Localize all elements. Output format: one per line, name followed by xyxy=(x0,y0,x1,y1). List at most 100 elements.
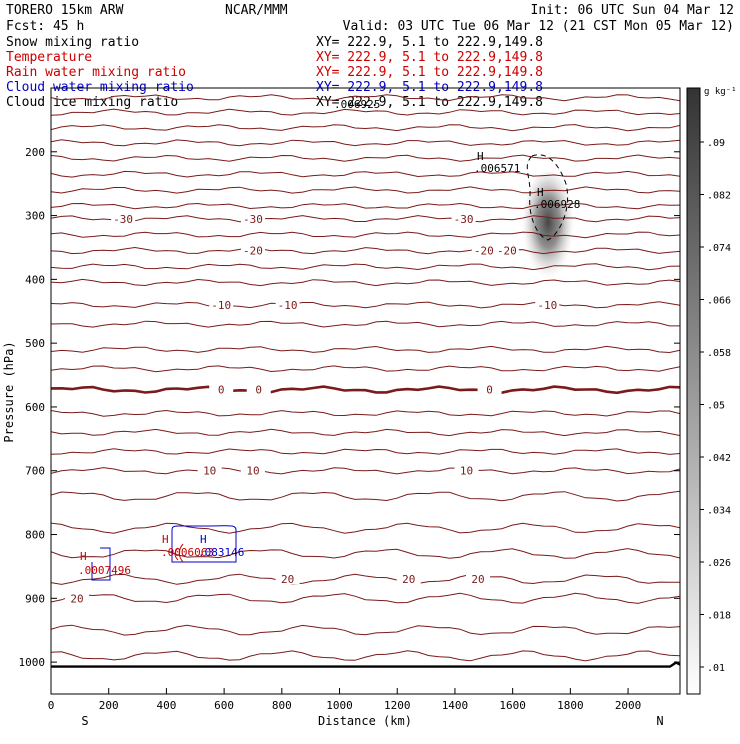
isotherm-line xyxy=(51,170,680,178)
isotherm-label: -20 xyxy=(243,245,263,258)
rain-max-letter: H xyxy=(80,550,87,563)
valid-time: Valid: 03 UTC Tue 06 Mar 12 (21 CST Mon … xyxy=(343,19,734,34)
freezing-line xyxy=(51,385,680,395)
isotherm-label: 20 xyxy=(402,573,415,586)
x-tick-label: 1800 xyxy=(557,699,584,712)
isotherm-line xyxy=(51,108,680,116)
isotherm-line xyxy=(51,263,680,271)
isotherm-line xyxy=(51,624,680,636)
cloud-water-max-letter: H xyxy=(200,533,207,546)
isotherm-label-bg xyxy=(396,573,421,585)
x-tick-label: 1600 xyxy=(499,699,526,712)
snow-max-letter: H xyxy=(537,186,544,199)
isotherm-label-bg xyxy=(111,212,136,224)
isotherm-line xyxy=(51,548,680,559)
isotherm-line xyxy=(51,428,680,437)
isotherm-label: -20 xyxy=(497,245,517,258)
isotherm-lines xyxy=(51,94,680,668)
colorbar-tick-label: .074 xyxy=(707,243,731,254)
colorbar-tick-label: .05 xyxy=(707,401,725,412)
rain-max2-letter: H xyxy=(162,533,169,546)
legend-xy: XY= 222.9, 5.1 to 222.9,149.8 xyxy=(316,50,543,65)
cloud-ice-value: .006925 xyxy=(334,98,380,111)
isotherm-line xyxy=(51,573,680,585)
snow-contour xyxy=(526,154,569,241)
rain-max-value: .0007496 xyxy=(78,564,131,577)
legend-label: Snow mixing ratio xyxy=(6,35,139,50)
isotherm-label: 10 xyxy=(203,465,216,478)
x-tick-label: 2000 xyxy=(615,699,642,712)
center-title: NCAR/MMM xyxy=(225,3,288,18)
isotherm-label: 20 xyxy=(281,573,294,586)
forecast-hour: Fcst: 45 h xyxy=(6,19,84,34)
isotherm-label: 0 xyxy=(486,384,493,397)
isotherm-label-bg xyxy=(240,244,265,256)
snow-max2-letter: H xyxy=(477,150,484,163)
isotherm-label: -10 xyxy=(537,299,557,312)
isotherm-label-bg xyxy=(275,573,300,585)
colorbar-tick-label: .034 xyxy=(707,506,731,517)
x-tick-label: 1400 xyxy=(442,699,469,712)
cloud-water-max-value: .083146 xyxy=(198,546,244,559)
isotherm-label-bg xyxy=(494,244,519,256)
legend-xy: XY= 222.9, 5.1 to 222.9,149.8 xyxy=(316,65,543,80)
isotherm-line xyxy=(51,409,680,417)
y-tick-label: 300 xyxy=(25,210,45,223)
x-tick-label: 1200 xyxy=(384,699,411,712)
legend-xy: XY= 222.9, 5.1 to 222.9,149.8 xyxy=(316,95,543,110)
isotherm-label: -30 xyxy=(454,213,474,226)
isotherm-label: 0 xyxy=(218,384,225,397)
isotherm-label-bg xyxy=(451,212,476,224)
isotherm-label-bg xyxy=(471,244,496,256)
isotherm-line xyxy=(51,365,680,373)
plot-frame xyxy=(50,87,681,695)
isotherm-line xyxy=(51,278,680,287)
colorbar-tick-label: .018 xyxy=(707,611,731,622)
isotherm-label-bg xyxy=(209,298,234,310)
y-tick-label: 600 xyxy=(25,401,45,414)
colorbar-tick-label: .09 xyxy=(707,138,725,149)
colorbar-units: g kg⁻¹ xyxy=(704,87,737,97)
init-time: Init: 06 UTC Sun 04 Mar 12 xyxy=(531,3,735,18)
colorbar-tick-label: .01 xyxy=(707,663,725,674)
snow-max-value: .006928 xyxy=(534,198,580,211)
rain-contour xyxy=(174,543,184,563)
snow-max2-value: .006571 xyxy=(474,162,520,175)
y-axis-label: Pressure (hPa) xyxy=(2,341,16,442)
isotherm-label: -10 xyxy=(278,299,298,312)
isotherm-line xyxy=(51,202,680,210)
isotherm-label-bg xyxy=(535,298,560,310)
isotherm-line xyxy=(51,231,680,239)
isotherm-line xyxy=(51,139,680,147)
isotherm-line xyxy=(51,490,680,502)
isotherm-label-bg xyxy=(197,464,222,476)
y-tick-label: 700 xyxy=(25,465,45,478)
isotherm-line xyxy=(51,94,680,102)
isotherm-label-bg xyxy=(466,573,491,585)
isotherm-line xyxy=(51,592,680,604)
colorbar-tick-label: .082 xyxy=(707,191,731,202)
isotherm-label: 10 xyxy=(460,465,473,478)
isotherm-label: 20 xyxy=(70,592,83,605)
isotherm-line xyxy=(51,246,680,255)
isotherm-label: 20 xyxy=(471,573,484,586)
isotherm-label-bg xyxy=(275,298,300,310)
extremes: H .006571 H .006928 .006925 H .0007496 H… xyxy=(78,98,580,577)
isotherm-label: 0 xyxy=(255,384,262,397)
isotherm-label: -10 xyxy=(211,299,231,312)
isotherm-line xyxy=(51,320,680,328)
isotherm-line xyxy=(51,345,680,354)
isotherm-label-bg xyxy=(240,212,265,224)
isotherm-label: -30 xyxy=(243,213,263,226)
x-tick-label: 200 xyxy=(99,699,119,712)
x-axis-label: Distance (km) xyxy=(318,714,412,728)
colorbar: g kg⁻¹ .01 .018 .026 .034 .042 .05 .058 .066 .07… xyxy=(686,87,737,695)
legend-label: Rain water mixing ratio xyxy=(6,65,186,80)
isotherm-label-bg xyxy=(454,464,479,476)
colorbar-tick-label: .066 xyxy=(707,296,731,307)
isotherm-line xyxy=(51,522,680,534)
